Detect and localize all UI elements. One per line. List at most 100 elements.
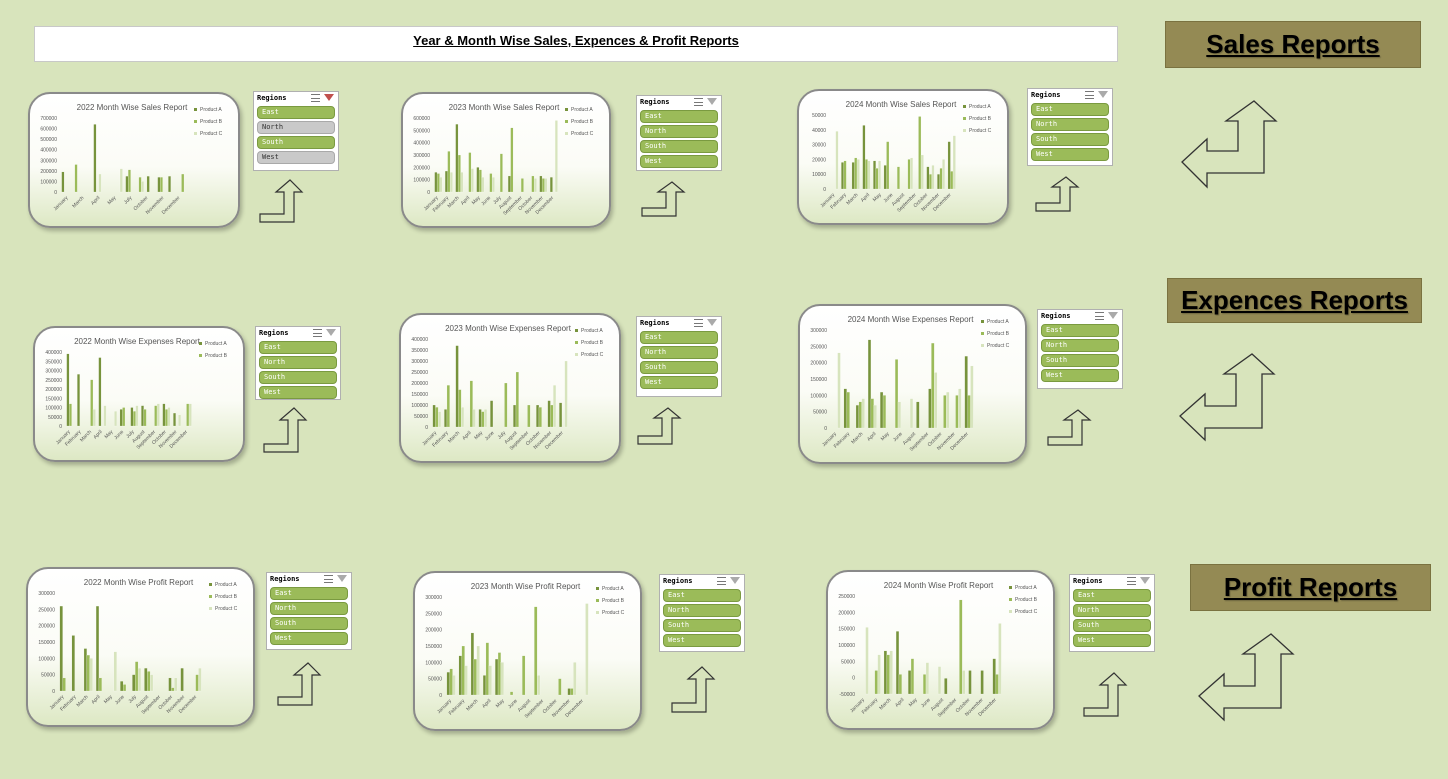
slicer-item-east[interactable]: East xyxy=(1073,589,1151,602)
slicer-item-east[interactable]: East xyxy=(1031,103,1109,116)
bent-up-arrow-icon[interactable] xyxy=(1082,671,1128,719)
bar xyxy=(995,674,999,695)
multi-select-icon[interactable] xyxy=(324,575,333,583)
legend-label: Product A xyxy=(205,341,227,347)
regions-slicer-profit-2022[interactable]: Regions East North South West xyxy=(266,572,352,650)
bent-up-arrow-icon[interactable] xyxy=(276,661,322,709)
clear-filter-icon[interactable] xyxy=(337,575,347,582)
bent-up-arrow-icon[interactable] xyxy=(258,178,304,226)
slicer-item-south[interactable]: South xyxy=(270,617,348,630)
slicer-item-west[interactable]: West xyxy=(663,634,741,647)
regions-slicer-sales-2023[interactable]: Regions East North South West xyxy=(636,95,722,171)
bent-up-arrow-icon[interactable] xyxy=(1034,175,1080,215)
multi-select-icon[interactable] xyxy=(694,98,703,106)
slicer-item-west[interactable]: West xyxy=(257,151,335,164)
y-tick-label: 150000 xyxy=(411,392,428,398)
slicer-item-south[interactable]: South xyxy=(1073,619,1151,632)
clear-filter-icon[interactable] xyxy=(1108,312,1118,319)
slicer-item-west[interactable]: West xyxy=(270,632,348,645)
y-tick-label: 50000 xyxy=(428,677,442,683)
multi-select-icon[interactable] xyxy=(1127,577,1136,585)
regions-slicer-expenses-2024[interactable]: Regions East North South West xyxy=(1037,309,1123,389)
slicer-item-south[interactable]: South xyxy=(1041,354,1119,367)
clear-filter-icon[interactable] xyxy=(324,94,334,101)
slicer-item-south[interactable]: South xyxy=(663,619,741,632)
clear-filter-icon[interactable] xyxy=(326,329,336,336)
profit-reports-button[interactable]: Profit Reports xyxy=(1190,564,1431,611)
bent-up-arrow-icon[interactable] xyxy=(640,180,686,220)
bar xyxy=(122,407,126,427)
clear-filter-icon[interactable] xyxy=(707,98,717,105)
clear-filter-icon[interactable] xyxy=(730,577,740,584)
bent-left-arrow-icon[interactable] xyxy=(1180,99,1280,191)
regions-slicer-expenses-2023[interactable]: Regions East North South West xyxy=(636,316,722,397)
slicer-item-north[interactable]: North xyxy=(1031,118,1109,131)
slicer-item-north[interactable]: North xyxy=(270,602,348,615)
slicer-item-south[interactable]: South xyxy=(259,371,337,384)
clear-filter-icon[interactable] xyxy=(707,319,717,326)
slicer-item-east[interactable]: East xyxy=(259,341,337,354)
chart-title: 2024 Month Wise Profit Report xyxy=(884,581,994,590)
x-tick-label: January xyxy=(53,195,70,212)
bar xyxy=(928,388,932,429)
multi-select-icon[interactable] xyxy=(1095,312,1104,320)
slicer-item-east[interactable]: East xyxy=(1041,324,1119,337)
slicer-item-east[interactable]: East xyxy=(257,106,335,119)
bar xyxy=(559,402,563,428)
sales-reports-button[interactable]: Sales Reports xyxy=(1165,21,1421,68)
slicer-item-west[interactable]: West xyxy=(1073,634,1151,647)
y-tick-label: 10000 xyxy=(812,172,826,178)
bar xyxy=(533,178,537,193)
bent-left-arrow-icon[interactable] xyxy=(1197,632,1297,722)
regions-slicer-sales-2022[interactable]: Regions East North South West xyxy=(253,91,339,171)
slicer-item-south[interactable]: South xyxy=(640,361,718,374)
clear-filter-icon[interactable] xyxy=(1098,91,1108,98)
x-tick-label: April xyxy=(90,694,101,705)
slicer-item-east[interactable]: East xyxy=(640,331,718,344)
regions-slicer-sales-2024[interactable]: Regions East North South West xyxy=(1027,88,1113,166)
multi-select-icon[interactable] xyxy=(313,329,322,337)
slicer-item-north[interactable]: North xyxy=(259,356,337,369)
bent-up-arrow-icon[interactable] xyxy=(1046,408,1092,448)
slicer-item-west[interactable]: West xyxy=(259,386,337,399)
bent-up-arrow-icon[interactable] xyxy=(262,406,308,454)
slicer-item-west[interactable]: West xyxy=(640,155,718,168)
bent-up-arrow-icon[interactable] xyxy=(670,665,716,715)
slicer-item-east[interactable]: East xyxy=(640,110,718,123)
slicer-item-west[interactable]: West xyxy=(640,376,718,389)
slicer-item-west[interactable]: West xyxy=(1031,148,1109,161)
regions-slicer-expenses-2022[interactable]: Regions East North South West xyxy=(255,326,341,400)
slicer-item-north[interactable]: North xyxy=(663,604,741,617)
clear-filter-icon[interactable] xyxy=(1140,577,1150,584)
bent-up-arrow-icon[interactable] xyxy=(636,406,682,446)
bar xyxy=(931,165,935,190)
slicer-item-south[interactable]: South xyxy=(1031,133,1109,146)
regions-slicer-profit-2023[interactable]: Regions East North South West xyxy=(659,574,745,652)
slicer-item-north[interactable]: North xyxy=(640,346,718,359)
slicer-item-north[interactable]: North xyxy=(257,121,335,134)
slicer-item-north[interactable]: North xyxy=(1073,604,1151,617)
slicer-item-east[interactable]: East xyxy=(270,587,348,600)
slicer-item-east[interactable]: East xyxy=(663,589,741,602)
y-tick-label: 300000 xyxy=(40,158,57,164)
bar xyxy=(143,409,147,427)
expenses-reports-button[interactable]: Expences Reports xyxy=(1167,278,1422,323)
multi-select-icon[interactable] xyxy=(311,94,320,102)
slicer-item-west[interactable]: West xyxy=(1041,369,1119,382)
bar xyxy=(138,177,142,193)
y-tick-label: 200000 xyxy=(425,628,442,634)
slicer-item-south[interactable]: South xyxy=(640,140,718,153)
regions-slicer-profit-2024[interactable]: Regions East North South West xyxy=(1069,574,1155,652)
multi-select-icon[interactable] xyxy=(694,319,703,327)
slicer-item-north[interactable]: North xyxy=(1041,339,1119,352)
y-tick-label: 300000 xyxy=(38,591,55,597)
x-tick-label: April xyxy=(92,429,103,440)
multi-select-icon[interactable] xyxy=(717,577,726,585)
bar xyxy=(880,391,884,429)
slicer-item-south[interactable]: South xyxy=(257,136,335,149)
bent-left-arrow-icon[interactable] xyxy=(1178,352,1278,442)
y-tick-label: 100000 xyxy=(425,660,442,666)
multi-select-icon[interactable] xyxy=(1085,91,1094,99)
bar xyxy=(468,152,472,193)
slicer-item-north[interactable]: North xyxy=(640,125,718,138)
